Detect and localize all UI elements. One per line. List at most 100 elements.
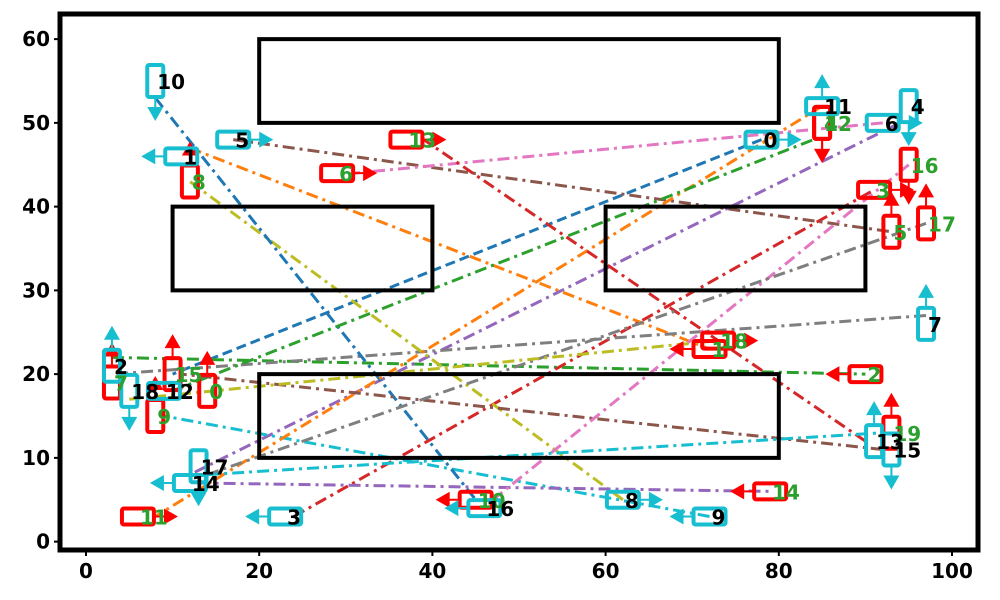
- start-label: 4: [911, 95, 925, 119]
- goal-label: 8: [192, 171, 206, 195]
- start-marker: [864, 112, 901, 133]
- start-label: 16: [486, 497, 514, 521]
- marker-arrow-head: [648, 491, 663, 508]
- start-marker: [604, 489, 641, 510]
- marker-arrow-head: [164, 334, 181, 349]
- start-label: 11: [824, 95, 852, 119]
- start-label: 15: [893, 439, 921, 463]
- goal-label: 10: [478, 489, 506, 513]
- start-label: 7: [928, 313, 942, 337]
- connection-line: [189, 180, 624, 501]
- marker-arrow-head: [825, 366, 840, 383]
- connection-line: [154, 104, 823, 518]
- marker-arrow-head: [866, 401, 883, 416]
- marker-arrow-head: [883, 392, 900, 407]
- goal-marker: [388, 129, 425, 150]
- marker-arrow-head: [103, 325, 120, 340]
- marker-arrow-head: [669, 508, 684, 525]
- connection-line: [189, 121, 901, 476]
- marker-labels: 0123456789101112131415161718190123456789…: [114, 70, 956, 530]
- marker-arrow-head: [814, 74, 831, 89]
- connection-line: [163, 414, 710, 518]
- goal-label: 1: [712, 338, 726, 362]
- marker-arrow-head: [190, 492, 207, 507]
- x-tick-label: 80: [765, 559, 793, 583]
- goal-marker: [162, 356, 183, 393]
- connection-lines: [111, 96, 927, 518]
- marker-arrow-head: [121, 416, 138, 431]
- start-marker: [691, 506, 728, 527]
- marker-arrow-head: [918, 283, 935, 298]
- goal-label: 0: [209, 380, 223, 404]
- marker-arrow-head: [141, 148, 156, 165]
- start-label: 2: [114, 355, 128, 379]
- obstacle-rect: [170, 204, 435, 293]
- start-marker: [804, 96, 841, 117]
- marker-arrow-head: [435, 491, 450, 508]
- start-marker: [101, 347, 122, 384]
- y-tick-label: 0: [36, 530, 50, 554]
- start-label: 18: [131, 380, 159, 404]
- start-marker: [267, 506, 304, 527]
- start-label: 0: [763, 129, 777, 153]
- goal-label: 19: [893, 422, 921, 446]
- x-tick-label: 0: [79, 559, 93, 583]
- marker-arrow-head: [669, 341, 684, 357]
- x-tick-label: 60: [592, 559, 620, 583]
- connection-line: [111, 314, 927, 376]
- goal-label: 9: [157, 405, 171, 429]
- connection-line: [232, 138, 892, 234]
- goal-marker: [881, 213, 902, 250]
- start-label: 5: [235, 129, 249, 153]
- goal-label: 7: [114, 372, 128, 396]
- obstacle-rect: [257, 372, 781, 460]
- marker-arrow-head: [199, 350, 216, 365]
- start-marker: [145, 380, 182, 401]
- start-marker: [743, 129, 780, 150]
- goal-marker: [916, 205, 937, 242]
- goal-label: 12: [824, 112, 852, 136]
- x-tick-label: 20: [245, 559, 273, 583]
- marker-arrow-head: [163, 508, 178, 525]
- goal-label: 15: [175, 363, 203, 387]
- goal-label: 14: [772, 480, 800, 504]
- start-label: 1: [183, 145, 197, 169]
- obstacle-rectangles: [170, 37, 868, 460]
- goal-label: 17: [928, 212, 956, 236]
- connection-line: [198, 481, 771, 493]
- connection-line: [181, 372, 883, 451]
- start-label: 17: [201, 455, 229, 479]
- goal-marker: [119, 506, 156, 527]
- goal-marker: [847, 364, 884, 385]
- plot-frame: [57, 11, 981, 553]
- start-label: 9: [712, 506, 726, 530]
- start-label: 10: [157, 70, 185, 94]
- obstacle-rect: [257, 37, 781, 125]
- marker-arrow-head: [432, 131, 447, 148]
- marker-arrow-head: [363, 165, 378, 182]
- marker-arrow-head: [787, 131, 802, 148]
- start-label: 3: [287, 506, 301, 530]
- marker-arrow-head: [149, 475, 164, 491]
- goal-marker: [319, 163, 356, 184]
- connection-line: [111, 355, 866, 376]
- connection-line: [492, 163, 910, 501]
- marker-arrow-head: [259, 131, 274, 148]
- start-label: 8: [625, 489, 639, 513]
- marker-arrow-head: [744, 332, 759, 349]
- goal-marker: [856, 179, 893, 200]
- connection-line: [129, 339, 719, 401]
- connection-line: [354, 121, 883, 175]
- connection-line: [154, 96, 477, 501]
- start-marker: [119, 372, 140, 409]
- start-marker: [163, 146, 200, 167]
- marker-arrow-head: [444, 500, 459, 517]
- start-marker: [215, 129, 252, 150]
- y-tick-label: 10: [22, 446, 50, 470]
- start-label: 14: [192, 472, 220, 496]
- start-marker: [466, 498, 503, 519]
- marker-arrow-head: [900, 190, 917, 205]
- goal-marker: [812, 104, 833, 141]
